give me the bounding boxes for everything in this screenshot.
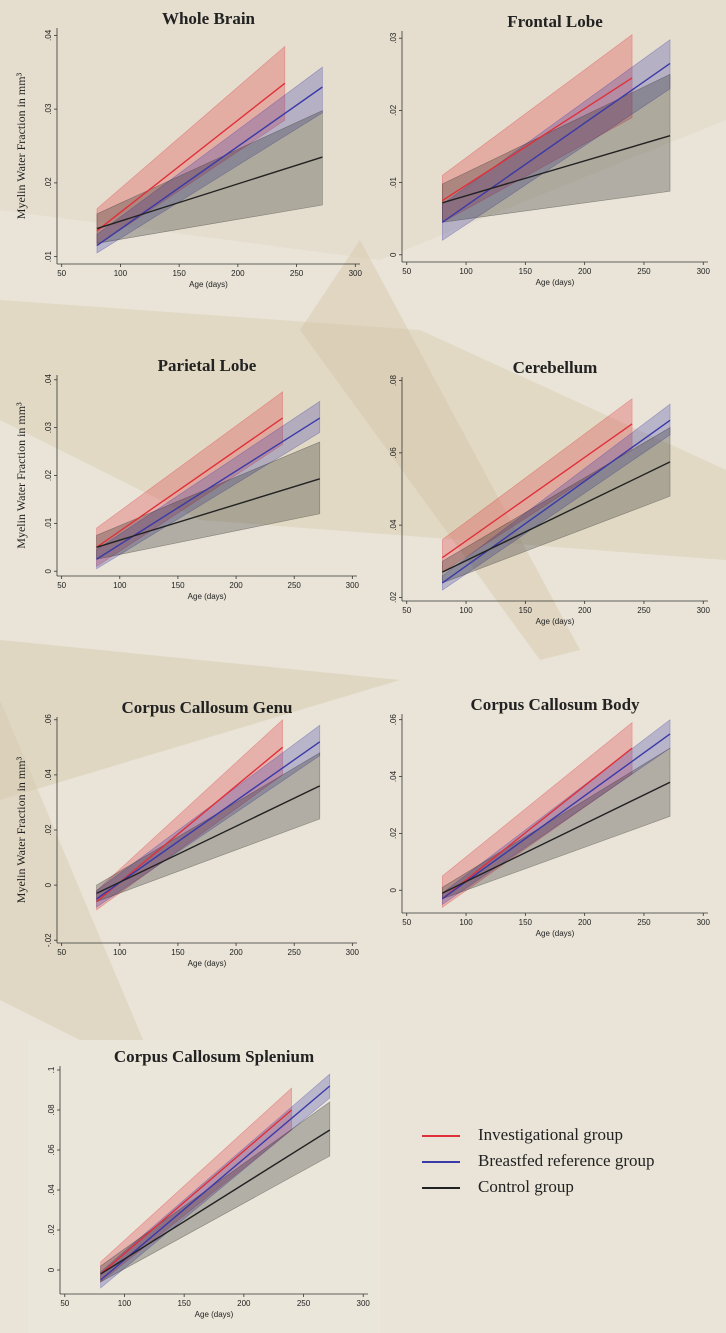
x-tick-label: 50 — [402, 918, 411, 927]
y-tick-label: .06 — [47, 1144, 56, 1156]
x-tick-label: 250 — [288, 581, 302, 590]
x-tick-label: 200 — [229, 948, 243, 957]
chart-title: Parietal Lobe — [158, 356, 257, 375]
y-tick-label: .02 — [44, 824, 53, 836]
x-axis-label: Age (days) — [188, 959, 227, 968]
y-tick-label: .06 — [44, 714, 53, 726]
y-tick-label: .03 — [389, 32, 398, 44]
x-tick-label: 300 — [697, 606, 711, 615]
y-tick-label: .02 — [44, 469, 53, 481]
x-tick-label: 200 — [578, 267, 592, 276]
x-tick-label: 50 — [57, 269, 66, 278]
x-tick-label: 300 — [346, 581, 360, 590]
x-tick-label: 200 — [231, 269, 245, 278]
y-tick-label: .02 — [47, 1224, 56, 1236]
x-tick-label: 300 — [697, 267, 711, 276]
y-tick-label: .02 — [389, 591, 398, 603]
x-tick-label: 100 — [118, 1299, 132, 1308]
y-axis-label: Myelin Water Fraction in mm³ — [14, 756, 28, 903]
chart-title: Cerebellum — [513, 358, 598, 377]
figure: .01 .02 .03 .04 50 100 150 200 250 300 Age (days) M… — [0, 0, 726, 1333]
x-tick-label: 200 — [237, 1299, 251, 1308]
legend-label: Control group — [478, 1177, 574, 1196]
chart-title: Whole Brain — [162, 9, 256, 28]
x-tick-label: 250 — [637, 267, 651, 276]
y-tick-label: .08 — [47, 1104, 56, 1116]
x-axis-label: Age (days) — [536, 278, 575, 287]
x-tick-label: 200 — [578, 918, 592, 927]
x-tick-label: 150 — [177, 1299, 191, 1308]
y-tick-label: 0 — [44, 568, 53, 573]
x-axis-label: Age (days) — [188, 592, 227, 601]
x-tick-label: 150 — [172, 269, 186, 278]
x-tick-label: 50 — [57, 581, 66, 590]
chart-title: Corpus Callosum Splenium — [114, 1047, 314, 1066]
y-tick-label: .06 — [389, 714, 398, 726]
x-tick-label: 300 — [349, 269, 363, 278]
chart-title: Frontal Lobe — [507, 12, 603, 31]
x-tick-label: 150 — [171, 581, 185, 590]
chart-title: Corpus Callosum Body — [470, 695, 640, 714]
x-tick-label: 250 — [297, 1299, 311, 1308]
x-tick-label: 100 — [459, 918, 473, 927]
y-tick-label: .02 — [389, 104, 398, 116]
y-tick-label: .1 — [47, 1066, 56, 1073]
y-tick-label: 0 — [47, 1267, 56, 1272]
y-tick-label: .02 — [44, 177, 53, 189]
x-tick-label: 250 — [637, 918, 651, 927]
y-tick-label: .01 — [44, 517, 53, 529]
y-tick-label: 0 — [389, 252, 398, 257]
legend-label: Breastfed reference group — [478, 1151, 655, 1170]
x-tick-label: 100 — [113, 581, 127, 590]
x-tick-label: 50 — [57, 948, 66, 957]
y-tick-label: .01 — [389, 176, 398, 188]
y-tick-label: .06 — [389, 447, 398, 459]
x-axis-label: Age (days) — [536, 929, 575, 938]
y-tick-label: .04 — [47, 1184, 56, 1196]
x-axis-label: Age (days) — [195, 1310, 234, 1319]
y-axis-label: Myelin Water Fraction in mm³ — [14, 72, 28, 219]
y-tick-label: -.02 — [44, 933, 53, 947]
x-tick-label: 300 — [357, 1299, 371, 1308]
y-tick-label: .04 — [44, 769, 53, 781]
x-tick-label: 50 — [60, 1299, 69, 1308]
x-tick-label: 150 — [519, 267, 533, 276]
x-tick-label: 50 — [402, 267, 411, 276]
x-tick-label: 150 — [519, 918, 533, 927]
x-tick-label: 100 — [459, 606, 473, 615]
x-tick-label: 100 — [459, 267, 473, 276]
y-tick-label: 0 — [44, 882, 53, 887]
x-tick-label: 50 — [402, 606, 411, 615]
x-tick-label: 200 — [578, 606, 592, 615]
x-tick-label: 100 — [113, 948, 127, 957]
x-tick-label: 250 — [288, 948, 302, 957]
y-axis-label: Myelin Water Fraction in mm³ — [14, 402, 28, 549]
chart-title: Corpus Callosum Genu — [122, 698, 293, 717]
x-tick-label: 100 — [114, 269, 128, 278]
x-tick-label: 300 — [697, 918, 711, 927]
x-tick-label: 150 — [171, 948, 185, 957]
x-tick-label: 300 — [346, 948, 360, 957]
y-tick-label: .04 — [389, 519, 398, 531]
y-tick-label: .04 — [44, 29, 53, 41]
legend-label: Investigational group — [478, 1125, 623, 1144]
y-tick-label: .04 — [44, 374, 53, 386]
y-tick-label: 0 — [389, 887, 398, 892]
x-tick-label: 150 — [519, 606, 533, 615]
y-tick-label: .03 — [44, 103, 53, 115]
x-tick-label: 250 — [290, 269, 304, 278]
y-tick-label: .04 — [389, 770, 398, 782]
y-tick-label: .03 — [44, 422, 53, 434]
x-axis-label: Age (days) — [536, 617, 575, 626]
x-axis-label: Age (days) — [189, 280, 228, 289]
y-tick-label: .08 — [389, 375, 398, 387]
x-tick-label: 250 — [637, 606, 651, 615]
y-tick-label: .02 — [389, 827, 398, 839]
x-tick-label: 200 — [229, 581, 243, 590]
y-tick-label: .01 — [44, 251, 53, 263]
